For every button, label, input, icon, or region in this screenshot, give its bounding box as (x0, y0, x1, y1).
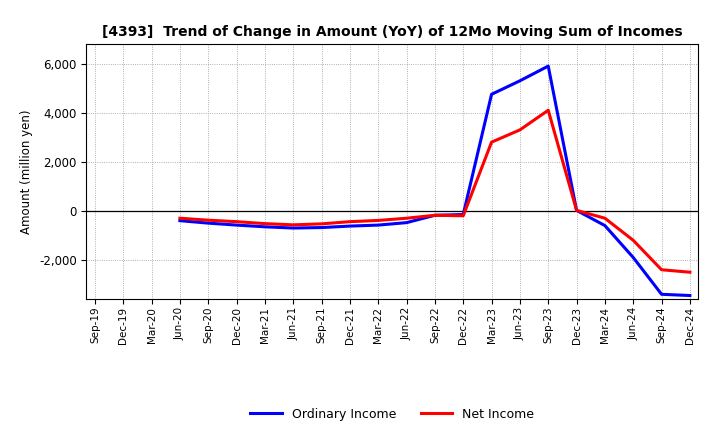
Ordinary Income (374, 223, 382, 228)
Net Income (176, 216, 184, 221)
Net Income (685, 270, 694, 275)
Net Income (261, 221, 269, 226)
Title: [4393]  Trend of Change in Amount (YoY) of 12Mo Moving Sum of Incomes: [4393] Trend of Change in Amount (YoY) o… (102, 25, 683, 39)
Ordinary Income (657, 292, 666, 297)
Ordinary Income (289, 225, 297, 231)
Net Income (402, 216, 411, 221)
Ordinary Income (176, 218, 184, 224)
Net Income (289, 222, 297, 227)
Net Income (629, 238, 637, 243)
Ordinary Income (459, 212, 467, 217)
Net Income (572, 208, 581, 213)
Ordinary Income (233, 223, 241, 228)
Ordinary Income (402, 220, 411, 225)
Ordinary Income (516, 78, 524, 84)
Ordinary Income (572, 208, 581, 213)
Net Income (204, 217, 212, 223)
Net Income (544, 108, 552, 113)
Ordinary Income (318, 225, 326, 230)
Net Income (657, 267, 666, 272)
Ordinary Income (685, 293, 694, 298)
Net Income (431, 213, 439, 218)
Net Income (346, 219, 354, 224)
Y-axis label: Amount (million yen): Amount (million yen) (20, 110, 33, 234)
Ordinary Income (600, 223, 609, 228)
Ordinary Income (629, 255, 637, 260)
Line: Ordinary Income: Ordinary Income (180, 66, 690, 296)
Net Income (487, 139, 496, 145)
Ordinary Income (346, 224, 354, 229)
Ordinary Income (204, 220, 212, 226)
Net Income (374, 218, 382, 223)
Ordinary Income (487, 92, 496, 97)
Net Income (459, 213, 467, 218)
Net Income (600, 216, 609, 221)
Net Income (318, 221, 326, 227)
Ordinary Income (261, 224, 269, 229)
Net Income (233, 219, 241, 224)
Legend: Ordinary Income, Net Income: Ordinary Income, Net Income (246, 403, 539, 425)
Line: Net Income: Net Income (180, 110, 690, 272)
Ordinary Income (431, 213, 439, 218)
Net Income (516, 127, 524, 132)
Ordinary Income (544, 63, 552, 69)
